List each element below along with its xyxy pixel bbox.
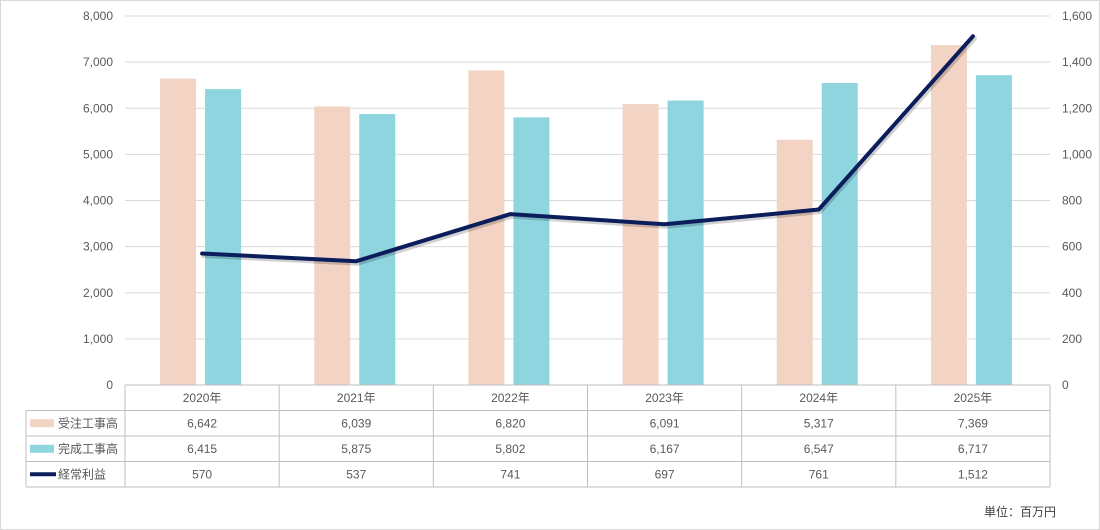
y-right-tick-label: 1,400 xyxy=(1062,55,1092,69)
data-label: 6,415 xyxy=(187,442,217,456)
legend-key-1 xyxy=(30,444,54,453)
line-ordinary-profit xyxy=(200,34,975,264)
data-label: 7,369 xyxy=(958,416,988,430)
x-tick-label: 2022年 xyxy=(491,391,530,405)
data-label: 6,547 xyxy=(804,442,834,456)
y-left-tick-label: 6,000 xyxy=(83,101,113,115)
data-label: 697 xyxy=(655,467,675,481)
y-right-tick-label: 400 xyxy=(1062,286,1082,300)
legend-label-1: 完成工事高 xyxy=(58,441,118,456)
y-left-tick-label: 1,000 xyxy=(83,332,113,346)
gridlines xyxy=(125,15,1050,386)
legend-label-0: 受注工事高 xyxy=(58,415,118,430)
y-left-tick-label: 0 xyxy=(106,378,113,392)
x-tick-label: 2020年 xyxy=(183,391,222,405)
bar-orders-2 xyxy=(468,70,505,386)
y-left-tick-label: 4,000 xyxy=(83,194,113,208)
data-label: 6,091 xyxy=(650,416,680,430)
data-label: 5,875 xyxy=(341,442,371,456)
bar-orders-1 xyxy=(314,106,351,386)
data-label: 5,317 xyxy=(804,416,834,430)
x-tick-label: 2025年 xyxy=(954,391,993,405)
y-left-tick-label: 7,000 xyxy=(83,55,113,69)
y-left-tick-label: 8,000 xyxy=(83,9,113,23)
x-tick-label: 2024年 xyxy=(799,391,838,405)
bar-completed-2 xyxy=(513,117,550,385)
bar-orders-5 xyxy=(930,45,967,386)
data-label: 6,642 xyxy=(187,416,217,430)
y-right-tick-label: 0 xyxy=(1062,378,1069,392)
data-label: 6,167 xyxy=(650,442,680,456)
bar-completed-5 xyxy=(975,75,1012,385)
line-series xyxy=(200,34,977,266)
x-tick-label: 2021年 xyxy=(337,391,376,405)
y-left-tick-label: 3,000 xyxy=(83,240,113,254)
legend-key-0 xyxy=(30,419,54,428)
data-label: 761 xyxy=(809,467,829,481)
data-label: 1,512 xyxy=(958,467,988,481)
bar-completed-0 xyxy=(205,89,242,385)
y-right-tick-label: 1,000 xyxy=(1062,147,1092,161)
data-label: 741 xyxy=(500,467,520,481)
data-label: 537 xyxy=(346,467,366,481)
bar-completed-3 xyxy=(667,100,704,386)
y-right-tick-label: 1,200 xyxy=(1062,101,1092,115)
y-right-tick-label: 600 xyxy=(1062,240,1082,254)
legend-label-2: 経常利益 xyxy=(58,467,106,481)
data-label: 570 xyxy=(192,467,212,481)
data-label: 6,820 xyxy=(495,416,525,430)
x-tick-label: 2023年 xyxy=(645,391,684,405)
bar-orders-3 xyxy=(622,104,659,386)
data-label: 5,802 xyxy=(495,442,525,456)
data-label: 6,039 xyxy=(341,416,371,430)
bar-orders-0 xyxy=(160,78,197,385)
y-right-tick-label: 800 xyxy=(1062,194,1082,208)
bar-completed-4 xyxy=(821,83,858,385)
y-left-tick-label: 2,000 xyxy=(83,286,113,300)
bar-orders-4 xyxy=(776,139,813,385)
y-right-tick-label: 200 xyxy=(1062,332,1082,346)
data-label: 6,717 xyxy=(958,442,988,456)
bar-series xyxy=(160,45,1012,386)
y-left-tick-label: 5,000 xyxy=(83,147,113,161)
y-right-tick-label: 1,600 xyxy=(1062,9,1092,23)
unit-label: 単位：百万円 xyxy=(983,505,1056,519)
